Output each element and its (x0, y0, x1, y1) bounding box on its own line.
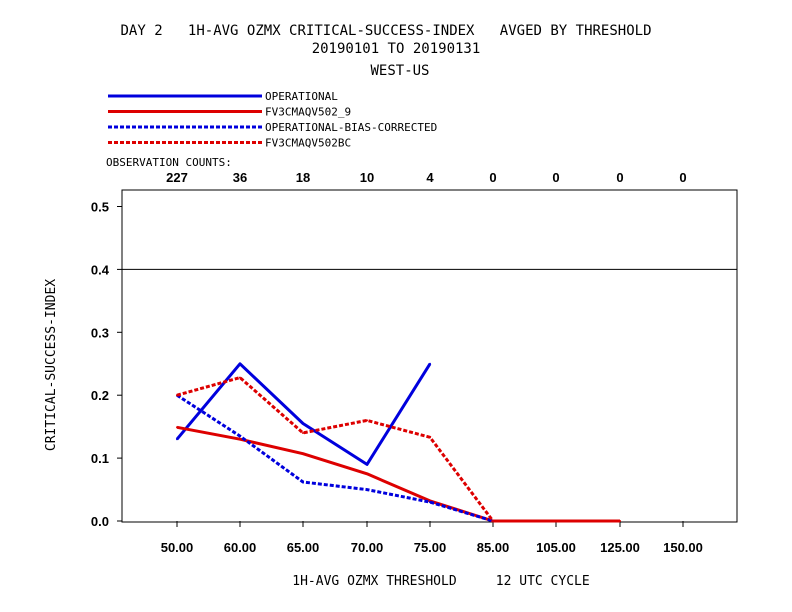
legend-label: FV3CMAQV502_9 (265, 106, 351, 119)
observation-count: 0 (679, 170, 686, 185)
data-point (302, 481, 304, 484)
x-tick-label: 60.00 (224, 540, 257, 555)
data-point (366, 488, 368, 491)
x-axis: 50.00 60.00 65.00 70.00 75.00 85.00 105.00 125.… (161, 521, 703, 555)
y-tick-label: 0.3 (91, 325, 109, 340)
data-point (429, 501, 431, 504)
y-axis: 0.0 0.1 0.2 0.3 0.4 0.5 (91, 200, 122, 529)
observation-count: 4 (426, 170, 434, 185)
legend-label: FV3CMAQV502BC (265, 137, 351, 150)
data-point (429, 362, 431, 365)
plot-frame (121, 189, 738, 523)
x-tick-label: 75.00 (414, 540, 447, 555)
data-point (366, 419, 368, 422)
series-line (176, 393, 494, 523)
data-point (239, 435, 241, 438)
x-axis-label: 1H-AVG OZMX THRESHOLD 12 UTC CYCLE (292, 574, 589, 589)
observation-count: 18 (296, 170, 310, 185)
data-point (619, 520, 621, 522)
data-point (302, 431, 304, 434)
data-point (239, 376, 241, 379)
observation-count: 10 (360, 170, 374, 185)
data-point (176, 426, 178, 429)
y-tick-label: 0.2 (91, 388, 109, 403)
data-point (302, 422, 304, 425)
observation-count: 36 (233, 170, 247, 185)
x-tick-label: 105.00 (536, 540, 576, 555)
x-tick-label: 125.00 (600, 540, 640, 555)
data-point (492, 520, 494, 522)
data-point (366, 472, 368, 475)
x-tick-label: 150.00 (663, 540, 703, 555)
observation-count: 227 (166, 170, 188, 185)
x-tick-label: 85.00 (477, 540, 510, 555)
data-point (302, 452, 304, 455)
chart-title: DAY 2 1H-AVG OZMX CRITICAL-SUCCESS-INDEX… (120, 23, 651, 39)
data-point (176, 394, 178, 397)
legend-label: OPERATIONAL (265, 90, 338, 103)
data-point (429, 436, 431, 439)
series-line (176, 376, 495, 522)
x-tick-label: 65.00 (287, 540, 320, 555)
series-line (176, 425, 620, 523)
data-point (239, 438, 241, 441)
data-point (366, 463, 368, 466)
y-tick-label: 0.4 (91, 262, 110, 277)
series-layer (175, 362, 621, 523)
y-tick-label: 0.1 (91, 451, 109, 466)
y-tick-label: 0.5 (91, 200, 109, 215)
x-tick-label: 70.00 (351, 540, 384, 555)
legend: OPERATIONAL FV3CMAQV502_9 OPERATIONAL-BIAS… (108, 90, 437, 150)
y-tick-label: 0.0 (91, 514, 109, 529)
y-axis-label: CRITICAL-SUCCESS-INDEX (44, 279, 59, 451)
observation-counts: 227 36 18 10 4 0 0 0 0 (166, 170, 686, 185)
data-point (176, 438, 178, 441)
data-point (239, 362, 241, 365)
x-tick-label: 50.00 (161, 540, 194, 555)
observation-count: 0 (489, 170, 496, 185)
observation-count: 0 (616, 170, 623, 185)
chart-subtitle: 20190101 TO 20190131 (312, 41, 481, 57)
series-line (175, 362, 432, 466)
observation-counts-label: OBSERVATION COUNTS: (106, 156, 232, 169)
data-point (555, 520, 557, 522)
legend-label: OPERATIONAL-BIAS-CORRECTED (265, 121, 437, 134)
observation-count: 0 (552, 170, 559, 185)
chart-region: WEST-US (370, 63, 429, 79)
